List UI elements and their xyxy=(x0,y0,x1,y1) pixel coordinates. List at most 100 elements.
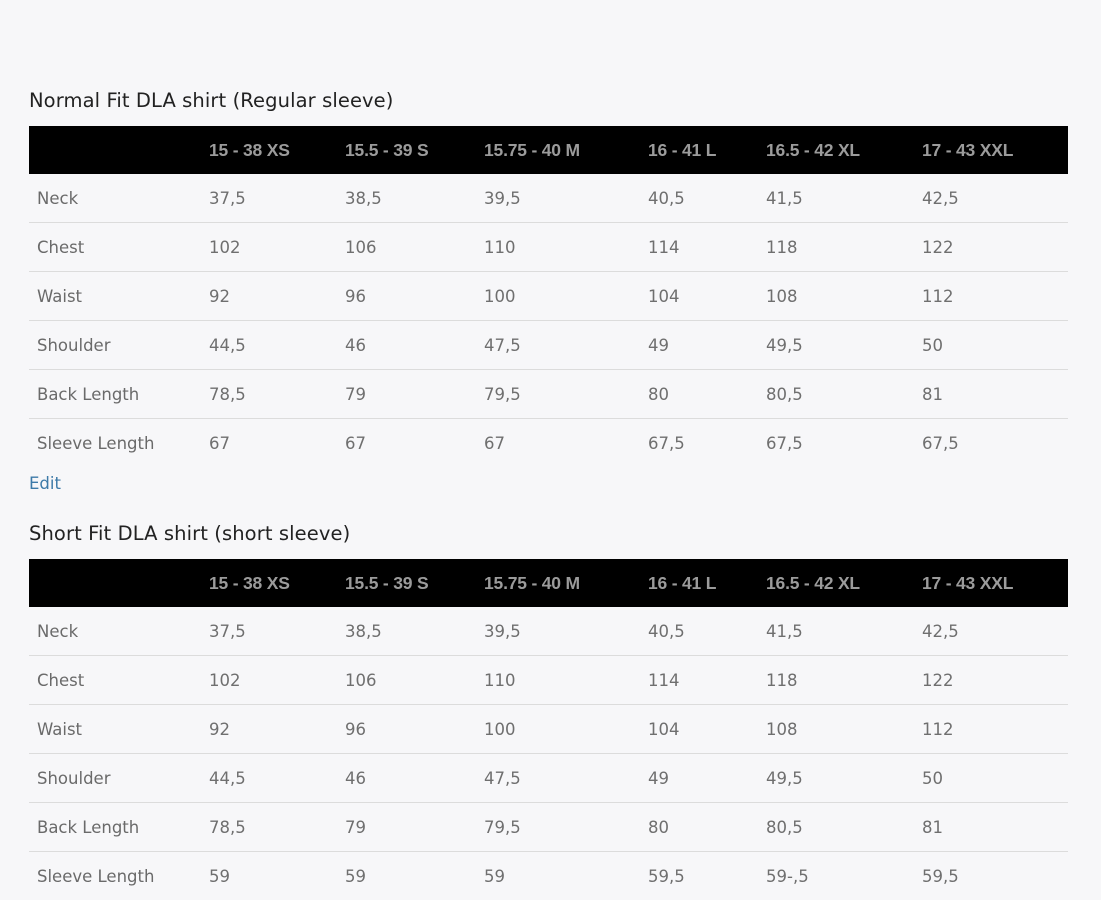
row-label: Chest xyxy=(29,222,201,272)
table-cell: 50 xyxy=(914,320,1068,370)
table-cell: 46 xyxy=(337,753,476,803)
header-cell-size: 15.5 - 39 S xyxy=(337,126,476,174)
table-cell: 38,5 xyxy=(337,174,476,223)
table-cell: 37,5 xyxy=(201,607,337,656)
table-cell: 79,5 xyxy=(476,369,640,419)
header-cell-size: 15.75 - 40 M xyxy=(476,126,640,174)
table-cell: 79,5 xyxy=(476,802,640,852)
table-cell: 67,5 xyxy=(922,433,959,453)
table-cell: 47,5 xyxy=(476,320,640,370)
table-cell: 102 xyxy=(201,655,337,705)
table-cell: 108 xyxy=(758,704,914,754)
table-cell: 67 xyxy=(345,433,366,453)
table-row: Waist 92 96 100 104 108 112 xyxy=(29,704,1068,754)
table-cell: 96 xyxy=(337,271,476,321)
table-cell: 41,5 xyxy=(758,174,914,223)
table-cell: 59-,5 xyxy=(766,866,809,886)
table-cell: 49,5 xyxy=(758,320,914,370)
table-cell: 92 xyxy=(201,704,337,754)
header-cell-size: 16.5 - 42 XL xyxy=(758,126,914,174)
table-cell: 49 xyxy=(640,753,758,803)
size-table-short-fit: 15 - 38 XS 15.5 - 39 S 15.75 - 40 M 16 - 41… xyxy=(29,559,1068,900)
header-cell-size: 17 - 43 XXL xyxy=(914,126,1068,174)
header-cell-size: 17 - 43 XXL xyxy=(914,559,1068,607)
table-cell: 39,5 xyxy=(476,607,640,656)
table-row: Back Length 78,5 79 79,5 80 80,5 81 xyxy=(29,369,1068,419)
header-cell-size: 16.5 - 42 XL xyxy=(758,559,914,607)
table-cell: 100 xyxy=(476,271,640,321)
table-cell: 78,5 xyxy=(201,369,337,419)
row-label: Waist xyxy=(29,704,201,754)
row-label: Chest xyxy=(29,655,201,705)
table-row: Waist 92 96 100 104 108 112 xyxy=(29,271,1068,321)
table-cell: 104 xyxy=(640,271,758,321)
table-cell: 81 xyxy=(914,369,1068,419)
edit-link[interactable]: Edit xyxy=(29,474,61,493)
table-cell: 79 xyxy=(337,802,476,852)
table-row: Neck 37,5 38,5 39,5 40,5 41,5 42,5 xyxy=(29,174,1068,223)
table-cell: 59 xyxy=(345,866,366,886)
table-row: Chest 102 106 110 114 118 122 xyxy=(29,222,1068,272)
header-cell-size: 16 - 41 L xyxy=(640,126,758,174)
table-cell: 38,5 xyxy=(337,607,476,656)
size-table-normal-fit: 15 - 38 XS 15.5 - 39 S 15.75 - 40 M 16 - 41… xyxy=(29,126,1068,467)
row-label: Shoulder xyxy=(29,320,201,370)
table-cell: 100 xyxy=(476,704,640,754)
table-cell: 112 xyxy=(914,704,1068,754)
table-cell: 49,5 xyxy=(758,753,914,803)
table-cell: 79 xyxy=(337,369,476,419)
row-label: Sleeve Length xyxy=(37,866,155,886)
header-cell-size: 15.75 - 40 M xyxy=(476,559,640,607)
table-cell: 67,5 xyxy=(766,433,803,453)
table-cell: 41,5 xyxy=(758,607,914,656)
table-cell: 96 xyxy=(337,704,476,754)
section-title-normal-fit: Normal Fit DLA shirt (Regular sleeve) xyxy=(29,89,394,112)
table-cell: 81 xyxy=(914,802,1068,852)
section-title-short-fit: Short Fit DLA shirt (short sleeve) xyxy=(29,522,351,545)
table-row: Shoulder 44,5 46 47,5 49 49,5 50 xyxy=(29,320,1068,370)
table-cell: 118 xyxy=(758,222,914,272)
table-row: Sleeve Length 59 59 59 59,5 59-,5 59,5 xyxy=(29,852,1068,900)
table-row: Neck 37,5 38,5 39,5 40,5 41,5 42,5 xyxy=(29,607,1068,656)
table-cell: 80,5 xyxy=(758,369,914,419)
table-cell: 114 xyxy=(640,222,758,272)
header-cell-size: 15 - 38 XS xyxy=(201,126,337,174)
table-row: Chest 102 106 110 114 118 122 xyxy=(29,655,1068,705)
table-cell: 92 xyxy=(201,271,337,321)
table-cell: 110 xyxy=(476,655,640,705)
table-cell: 80 xyxy=(640,369,758,419)
row-label: Sleeve Length xyxy=(37,433,155,453)
table-cell: 40,5 xyxy=(640,607,758,656)
table-cell: 39,5 xyxy=(476,174,640,223)
row-label: Back Length xyxy=(29,802,201,852)
table-cell: 67 xyxy=(484,433,505,453)
row-label: Neck xyxy=(29,174,201,223)
table-cell: 122 xyxy=(914,655,1068,705)
table-header-row: 15 - 38 XS 15.5 - 39 S 15.75 - 40 M 16 - 41… xyxy=(29,559,1068,607)
table-cell: 59,5 xyxy=(922,866,959,886)
table-cell: 122 xyxy=(914,222,1068,272)
table-cell: 37,5 xyxy=(201,174,337,223)
header-cell-empty xyxy=(29,559,201,607)
table-cell: 49 xyxy=(640,320,758,370)
table-cell: 118 xyxy=(758,655,914,705)
table-cell: 108 xyxy=(758,271,914,321)
table-cell: 59 xyxy=(209,866,230,886)
table-cell: 67,5 xyxy=(648,433,685,453)
table-cell: 44,5 xyxy=(201,753,337,803)
table-cell: 106 xyxy=(337,655,476,705)
table-cell: 47,5 xyxy=(476,753,640,803)
table-cell: 44,5 xyxy=(201,320,337,370)
header-cell-size: 15.5 - 39 S xyxy=(337,559,476,607)
table-cell: 114 xyxy=(640,655,758,705)
table-cell: 67 xyxy=(209,433,230,453)
row-label: Back Length xyxy=(29,369,201,419)
table-cell: 59 xyxy=(484,866,505,886)
table-cell: 102 xyxy=(201,222,337,272)
table-row: Shoulder 44,5 46 47,5 49 49,5 50 xyxy=(29,753,1068,803)
row-label: Shoulder xyxy=(29,753,201,803)
table-header-row: 15 - 38 XS 15.5 - 39 S 15.75 - 40 M 16 - 41… xyxy=(29,126,1068,174)
table-cell: 104 xyxy=(640,704,758,754)
table-cell: 112 xyxy=(914,271,1068,321)
row-label: Neck xyxy=(29,607,201,656)
